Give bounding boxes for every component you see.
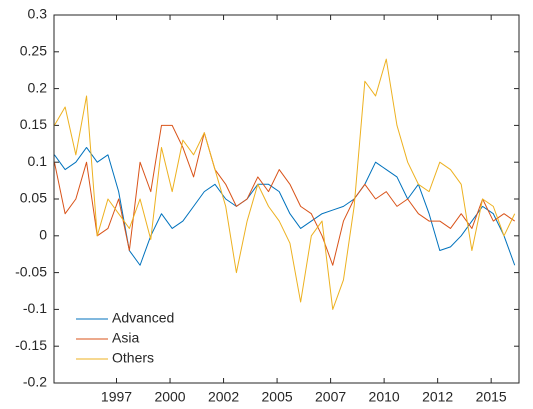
y-tick-label: 0.3	[28, 6, 48, 22]
y-tick-label: 0.25	[20, 43, 47, 59]
y-tick-label: -0.15	[15, 337, 47, 353]
x-tick-label: 2012	[422, 389, 453, 405]
legend-label: Asia	[112, 330, 139, 346]
x-tick-label: 2010	[369, 389, 400, 405]
y-tick-label: -0.1	[23, 300, 47, 316]
x-tick-label: 2015	[476, 389, 507, 405]
series-line	[54, 146, 516, 266]
y-tick-label: -0.05	[15, 263, 47, 279]
legend-label: Others	[112, 350, 154, 366]
x-tick-label: 1997	[101, 389, 132, 405]
series-line	[53, 124, 516, 266]
y-tick-label: 0.1	[28, 153, 48, 169]
x-tick-label: 2002	[208, 389, 239, 405]
y-tick-label: 0.2	[28, 79, 48, 95]
x-tick-label: 2007	[315, 389, 346, 405]
y-tick-label: -0.2	[23, 374, 47, 390]
y-tick-label: 0	[39, 227, 47, 243]
x-tick-label: 2005	[262, 389, 293, 405]
legend-label: Advanced	[112, 310, 174, 326]
y-tick-label: 0.05	[20, 190, 47, 206]
series-line	[53, 58, 516, 310]
x-tick-label: 2000	[154, 389, 185, 405]
axes-box	[53, 14, 520, 384]
y-tick-label: 0.15	[20, 116, 47, 132]
